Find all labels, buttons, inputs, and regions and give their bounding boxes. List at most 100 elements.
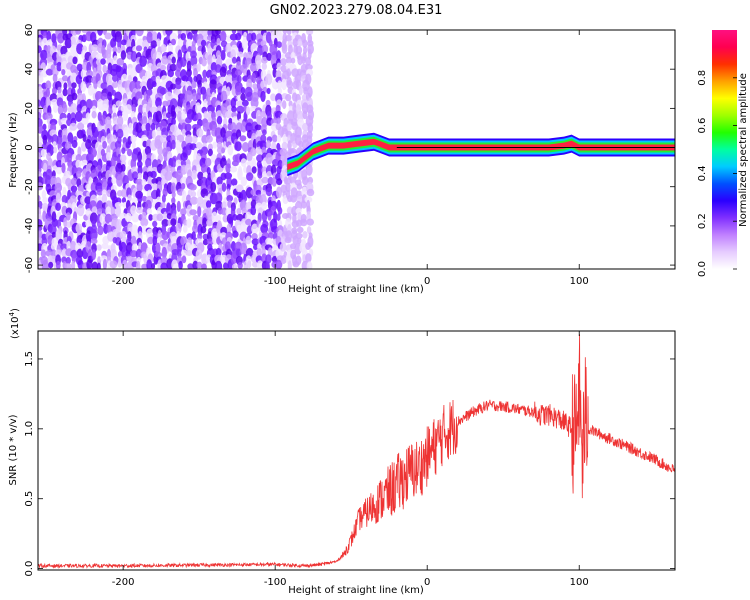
heatmap-cell <box>142 225 148 235</box>
heatmap-cell <box>170 218 177 227</box>
heatmap-cell <box>42 210 47 222</box>
heatmap-cell <box>302 110 308 120</box>
heatmap-cell <box>185 134 193 145</box>
heatmap-cell <box>100 92 109 101</box>
heatmap-cell <box>101 193 107 204</box>
heatmap-cell <box>281 78 287 91</box>
heatmap-cell <box>302 231 308 239</box>
heatmap-cell <box>146 208 153 215</box>
x-tick-label: -200 <box>112 577 135 588</box>
heatmap-cell <box>131 235 137 246</box>
heatmap-cell <box>61 69 66 76</box>
heatmap-cell <box>182 225 188 233</box>
heatmap-cell <box>180 152 188 162</box>
heatmap-cell <box>141 134 148 142</box>
heatmap-cell <box>231 178 238 187</box>
colorbar-tick-label: 0.8 <box>697 70 708 86</box>
heatmap-cell <box>241 142 250 152</box>
heatmap-cell <box>70 103 78 114</box>
heatmap-cell <box>135 30 144 37</box>
heatmap-cell <box>160 202 166 209</box>
heatmap-cell <box>40 249 47 258</box>
heatmap-cell <box>266 87 271 95</box>
heatmap-cell <box>187 263 194 269</box>
heatmap-cell <box>205 200 212 209</box>
heatmap-cell <box>114 140 122 150</box>
y-tick-label: -60 <box>24 257 35 273</box>
heatmap-cell <box>38 123 44 134</box>
heatmap-cell <box>242 99 249 107</box>
heatmap-cell <box>240 158 247 167</box>
heatmap-cell <box>230 253 237 265</box>
heatmap-cell <box>285 93 292 102</box>
heatmap-cell <box>225 163 231 174</box>
heatmap-cell <box>160 262 168 269</box>
heatmap-cell <box>187 32 193 41</box>
heatmap-cell <box>202 217 208 228</box>
heatmap-cell <box>260 110 268 118</box>
heatmap-cell <box>253 244 259 250</box>
heatmap-cell <box>234 69 243 76</box>
heatmap-cell <box>235 100 244 108</box>
heatmap-cell <box>186 218 192 228</box>
heatmap-cell <box>95 53 103 61</box>
heatmap-cell <box>105 48 112 61</box>
heatmap-cell <box>196 164 201 173</box>
spectrogram-frame <box>37 29 676 270</box>
heatmap-cell <box>140 242 148 254</box>
heatmap-cell <box>155 242 161 255</box>
heatmap-cell <box>38 225 43 232</box>
heatmap-cell <box>152 243 156 254</box>
heatmap-cell <box>301 56 306 64</box>
heatmap-cell <box>81 117 89 125</box>
heatmap-cell <box>150 170 157 179</box>
heatmap-cell <box>71 260 76 269</box>
heatmap-cell <box>61 205 68 216</box>
heatmap-cell <box>232 263 238 269</box>
heatmap-cell <box>43 162 48 174</box>
heatmap-cell <box>85 98 93 110</box>
heatmap-cell <box>42 134 48 146</box>
heatmap-cell <box>197 206 202 218</box>
heatmap-cell <box>52 73 58 83</box>
heatmap-cell <box>277 80 282 91</box>
heatmap-cell <box>207 54 214 66</box>
y-tick-label: 1.0 <box>24 421 35 437</box>
heatmap-cell <box>160 81 167 88</box>
heatmap-cell <box>181 128 186 137</box>
heatmap-cell <box>190 55 198 67</box>
heatmap-cell <box>298 85 303 96</box>
heatmap-cell <box>280 58 287 66</box>
heatmap-cell <box>262 129 267 136</box>
heatmap-cell <box>237 75 242 84</box>
heatmap-cell <box>241 38 248 50</box>
heatmap-cell <box>256 248 262 257</box>
y-tick-label: 20 <box>24 102 35 115</box>
heatmap-cell <box>287 140 292 151</box>
heatmap-cell <box>125 141 131 149</box>
heatmap-cell <box>245 235 252 245</box>
heatmap-cell <box>216 115 223 125</box>
heatmap-cell <box>285 183 292 193</box>
heatmap-cell <box>295 255 302 266</box>
spectrogram-x-ticks: -200 -100 0 100 <box>112 30 589 287</box>
heatmap-cell <box>205 94 211 102</box>
heatmap-cell <box>134 80 142 90</box>
heatmap-cell <box>47 157 53 168</box>
snr-x-axis-label: Height of straight line (km) <box>288 585 424 596</box>
heatmap-cell <box>186 68 192 77</box>
heatmap-cell <box>53 103 59 113</box>
heatmap-cell <box>170 182 176 194</box>
heatmap-cell <box>70 72 78 85</box>
colorbar-tick-label: 0.0 <box>697 261 708 277</box>
heatmap-cell <box>191 191 197 198</box>
heatmap-cell <box>200 39 207 47</box>
heatmap-cell <box>69 122 78 131</box>
heatmap-cell <box>181 110 186 122</box>
heatmap-cell <box>119 154 127 162</box>
heatmap-cell <box>191 169 197 180</box>
heatmap-cell <box>51 231 57 238</box>
heatmap-cell <box>256 63 261 70</box>
heatmap-cell <box>55 260 61 269</box>
heatmap-cell <box>38 45 42 54</box>
